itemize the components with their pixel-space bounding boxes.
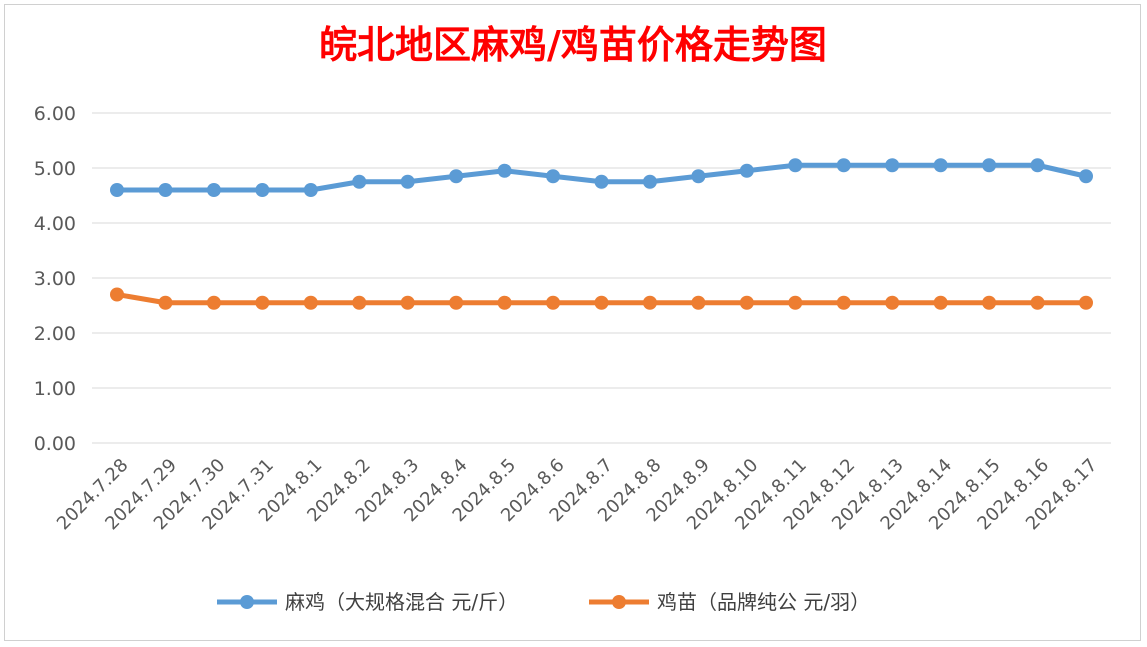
data-point <box>933 158 948 173</box>
data-point <box>642 174 657 189</box>
data-point <box>594 295 609 310</box>
y-tick-label: 6.00 <box>34 103 76 125</box>
data-point <box>255 183 270 197</box>
legend-swatch-marker <box>612 595 626 609</box>
data-point <box>303 183 318 197</box>
y-tick-label: 3.00 <box>34 268 76 290</box>
data-point <box>836 158 851 173</box>
chart-title: 皖北地区麻鸡/鸡苗价格走势图 <box>319 22 827 67</box>
data-point <box>352 174 367 189</box>
chart-frame <box>4 4 1141 641</box>
data-point <box>158 295 173 310</box>
data-point <box>352 295 367 310</box>
data-point <box>1079 295 1093 310</box>
data-point <box>739 295 754 310</box>
data-point <box>206 183 221 197</box>
data-point <box>594 174 609 189</box>
data-point <box>788 158 803 173</box>
data-point <box>933 295 948 310</box>
data-point <box>497 295 512 310</box>
legend: 麻鸡（大规格混合 元/斤） 鸡苗（品牌纯公 元/羽） <box>217 590 870 614</box>
legend-item-1: 麻鸡（大规格混合 元/斤） <box>217 590 518 614</box>
data-point <box>546 295 561 310</box>
series-2 <box>110 287 1093 310</box>
legend-swatch-marker <box>240 595 254 609</box>
legend-label: 麻鸡（大规格混合 元/斤） <box>285 590 518 614</box>
grid-lines <box>92 112 1111 444</box>
data-point <box>255 295 270 310</box>
y-axis-ticks: 0.00 1.00 2.00 3.00 4.00 5.00 6.00 <box>34 103 76 455</box>
data-point <box>885 158 900 173</box>
data-point <box>400 295 415 310</box>
y-tick-label: 0.00 <box>34 433 76 455</box>
data-point <box>303 295 318 310</box>
data-point <box>836 295 851 310</box>
data-point <box>982 158 997 173</box>
y-tick-label: 2.00 <box>34 323 76 345</box>
y-tick-label: 4.00 <box>34 213 76 235</box>
data-point <box>449 169 464 184</box>
data-point <box>788 295 803 310</box>
data-point <box>1030 158 1045 173</box>
series-layer <box>110 158 1093 310</box>
data-point <box>110 183 124 197</box>
data-point <box>1079 169 1093 184</box>
data-point <box>206 295 221 310</box>
data-point <box>691 295 706 310</box>
series-1 <box>110 158 1093 197</box>
y-tick-label: 1.00 <box>34 378 76 400</box>
legend-item-2: 鸡苗（品牌纯公 元/羽） <box>589 590 870 614</box>
data-point <box>546 169 561 184</box>
data-point <box>739 163 754 178</box>
x-axis-ticks: 2024.7.282024.7.292024.7.302024.7.312024… <box>53 455 1102 535</box>
data-point <box>449 295 464 310</box>
data-point <box>400 174 415 189</box>
data-point <box>691 169 706 184</box>
data-point <box>110 287 124 302</box>
data-point <box>158 183 173 197</box>
data-point <box>982 295 997 310</box>
y-tick-label: 5.00 <box>34 158 76 180</box>
data-point <box>1030 295 1045 310</box>
data-point <box>885 295 900 310</box>
data-point <box>497 163 512 178</box>
data-point <box>642 295 657 310</box>
legend-label: 鸡苗（品牌纯公 元/羽） <box>657 590 870 614</box>
